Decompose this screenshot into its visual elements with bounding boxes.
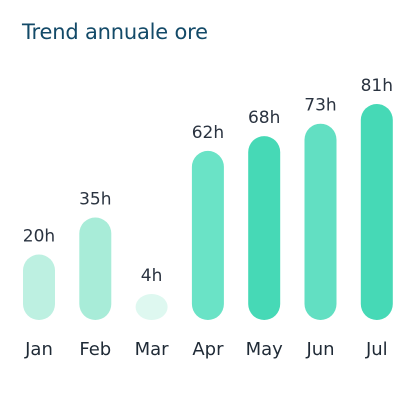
value-label-feb: 35h: [79, 190, 111, 210]
category-label-may: May: [246, 339, 284, 360]
category-label-jun: Jun: [305, 339, 334, 360]
bar-feb: [79, 217, 112, 320]
category-label-mar: Mar: [135, 339, 170, 360]
value-label-may: 68h: [248, 108, 280, 128]
bar-mar: [135, 294, 168, 320]
chart-title: Trend annuale ore: [22, 20, 208, 44]
bar-may: [248, 136, 281, 320]
value-label-mar: 4h: [141, 266, 163, 286]
category-label-feb: Feb: [79, 339, 111, 360]
value-label-jul: 81h: [361, 76, 393, 96]
value-label-apr: 62h: [192, 123, 224, 143]
category-label-apr: Apr: [192, 339, 224, 360]
bar-jun: [304, 123, 337, 320]
category-label-jan: Jan: [24, 339, 53, 360]
bar-apr: [191, 150, 224, 320]
category-label-jul: Jul: [365, 339, 388, 360]
value-label-jan: 20h: [23, 227, 55, 247]
bar-jan: [23, 254, 55, 320]
value-label-jun: 73h: [304, 96, 336, 116]
bar-jul: [360, 104, 393, 320]
